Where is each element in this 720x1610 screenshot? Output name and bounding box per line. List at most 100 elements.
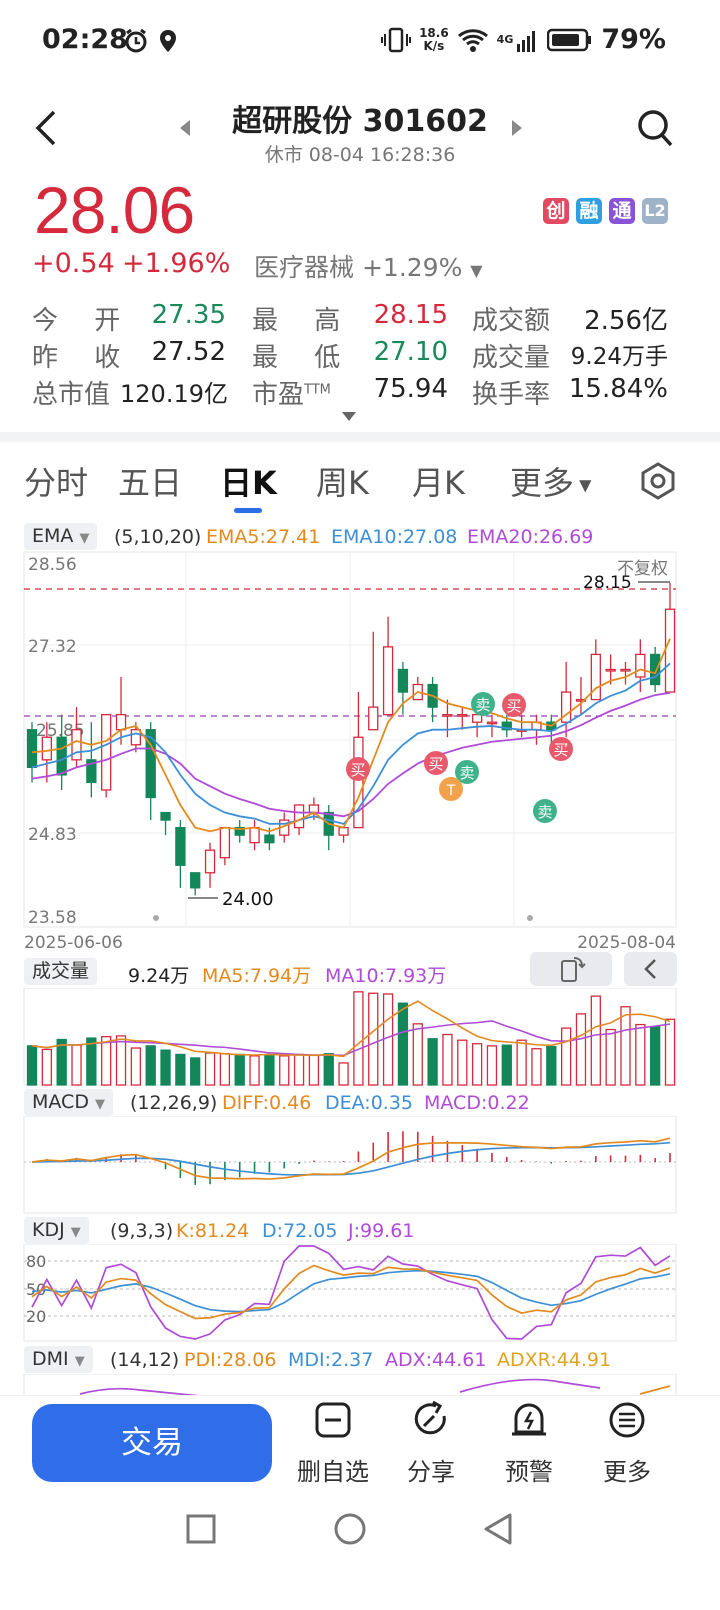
low-label: 最 低 bbox=[252, 343, 355, 373]
volume-bar bbox=[175, 1053, 186, 1086]
status-right: 18.6 K/s 4G 79% bbox=[381, 24, 666, 55]
back-nav-icon[interactable] bbox=[482, 1512, 514, 1546]
alert-button[interactable]: 预警 bbox=[484, 1400, 574, 1487]
amount-label: 成交额 bbox=[472, 306, 551, 336]
candle-body bbox=[26, 729, 38, 769]
candle-body bbox=[471, 714, 483, 723]
chevron-left-icon bbox=[644, 959, 656, 979]
candle-body bbox=[56, 736, 67, 776]
tab-weekly-k[interactable]: 周K bbox=[316, 464, 369, 502]
location-icon bbox=[160, 30, 176, 52]
kline-chart[interactable]: 28.56 27.32 24.83 23.58 25.85 不复权 28.15 … bbox=[0, 550, 720, 955]
rotate-button[interactable] bbox=[530, 952, 612, 986]
volume-bar bbox=[650, 1026, 661, 1086]
volume-bar bbox=[397, 1002, 409, 1086]
volume-value: 9.24万手 bbox=[570, 344, 668, 370]
volume-bar bbox=[664, 1018, 676, 1086]
volume-bar bbox=[323, 1053, 334, 1086]
recent-apps-icon[interactable] bbox=[186, 1514, 216, 1544]
volume-bar bbox=[471, 1043, 483, 1086]
search-icon[interactable] bbox=[636, 108, 674, 148]
kdj-chart[interactable]: 80 50 20 bbox=[0, 1244, 720, 1344]
share-button[interactable]: 分享 bbox=[386, 1400, 476, 1487]
candles bbox=[26, 582, 676, 896]
kdj-params: (9,3,3) bbox=[110, 1220, 174, 1242]
svg-text:卖: 卖 bbox=[475, 696, 490, 714]
network-type: 4G bbox=[496, 33, 514, 46]
dmi-mdi: MDI:2.37 bbox=[288, 1349, 374, 1371]
high-label: 最 高 bbox=[252, 306, 355, 336]
candle-body bbox=[486, 721, 498, 725]
trade-button[interactable]: 交易 bbox=[32, 1404, 272, 1482]
settings-icon[interactable] bbox=[640, 462, 676, 500]
kdj-legend: KDJ ▼ (9,3,3) K:81.24 D:72.05 J:99.61 bbox=[0, 1217, 720, 1245]
ema-selector[interactable]: EMA ▼ bbox=[24, 523, 98, 550]
volume-bar bbox=[457, 1039, 468, 1086]
volume-ma10-line bbox=[31, 1020, 671, 1057]
ema10-value: EMA10:27.08 bbox=[331, 526, 458, 548]
dmi-selector[interactable]: DMI ▼ bbox=[24, 1346, 93, 1373]
volume-bar bbox=[115, 1035, 127, 1086]
back-icon[interactable] bbox=[34, 110, 58, 146]
rotate-icon bbox=[561, 957, 586, 982]
macd-selector[interactable]: MACD ▼ bbox=[24, 1089, 114, 1116]
volume-selector[interactable]: 成交量 bbox=[24, 958, 98, 985]
volume-bar bbox=[338, 1062, 349, 1086]
candle-body bbox=[130, 729, 142, 746]
remove-watchlist-button[interactable]: 删自选 bbox=[288, 1400, 378, 1487]
kdj-level-80: 80 bbox=[26, 1252, 46, 1271]
buy-signal-marker: 买 bbox=[549, 737, 573, 761]
candle-body bbox=[115, 714, 127, 731]
ema-legend: EMA ▼ (5,10,20) EMA5:27.41 EMA10:27.08 E… bbox=[0, 523, 720, 553]
candle-body bbox=[160, 811, 171, 821]
candle-body bbox=[650, 653, 661, 686]
volume-bar bbox=[620, 1006, 631, 1086]
stats-grid[interactable]: 今 开 27.35 最 高 28.15 成交额 2.56亿 昨 收 27.52 … bbox=[0, 300, 720, 410]
tab-five-day[interactable]: 五日 bbox=[118, 464, 183, 502]
last-price: 28.06 bbox=[34, 173, 195, 247]
next-stock-icon[interactable] bbox=[510, 120, 522, 136]
tab-more[interactable]: 更多 ▼ bbox=[510, 464, 592, 502]
more-button[interactable]: 更多 bbox=[582, 1400, 672, 1487]
kdj-j-line bbox=[31, 1245, 671, 1340]
macd-chart[interactable] bbox=[0, 1116, 720, 1216]
volume-bar bbox=[516, 1039, 527, 1086]
open-label: 今 开 bbox=[32, 306, 135, 336]
expand-stats-icon[interactable] bbox=[342, 412, 358, 422]
tab-monthly-k[interactable]: 月K bbox=[412, 464, 465, 502]
volume-label: 成交量 bbox=[472, 343, 551, 373]
dmi-pdi-line bbox=[639, 1385, 671, 1395]
volume-bar bbox=[412, 1023, 423, 1086]
volume-bar bbox=[427, 1038, 438, 1086]
battery-level: 79% bbox=[601, 24, 666, 55]
candle-body bbox=[620, 668, 631, 672]
wifi-icon bbox=[457, 28, 488, 52]
kdj-k-line bbox=[31, 1264, 671, 1320]
signal-markers: 买 买 卖 T 卖 买 买 卖 bbox=[346, 692, 573, 823]
more-menu-icon bbox=[609, 1402, 645, 1438]
macd-legend: MACD ▼ (12,26,9) DIFF:0.46 DEA:0.35 MACD… bbox=[0, 1089, 720, 1117]
tab-intraday[interactable]: 分时 bbox=[24, 464, 89, 502]
volume-bar bbox=[605, 1028, 616, 1086]
candle-body bbox=[635, 653, 646, 678]
volume-bar bbox=[190, 1057, 201, 1086]
dmi-chart[interactable] bbox=[0, 1374, 720, 1396]
prev-stock-icon[interactable] bbox=[180, 120, 192, 136]
volume-bar bbox=[160, 1049, 171, 1086]
volume-bar bbox=[234, 1053, 245, 1086]
collapse-button[interactable] bbox=[624, 952, 677, 986]
sector-change[interactable]: 医疗器械 +1.29% ▼ bbox=[254, 253, 483, 282]
home-icon[interactable] bbox=[333, 1512, 367, 1546]
y-label-min: 23.58 bbox=[28, 908, 77, 928]
ema10-line bbox=[31, 662, 671, 825]
turnover-label: 换手率 bbox=[472, 380, 551, 410]
candle-body bbox=[560, 691, 572, 723]
kdj-selector[interactable]: KDJ ▼ bbox=[24, 1217, 89, 1244]
volume-bar bbox=[531, 1048, 542, 1086]
volume-legend: 成交量 9.24万 MA5:7.94万 MA10:7.93万 bbox=[0, 952, 720, 988]
svg-text:卖: 卖 bbox=[459, 764, 474, 782]
ema20-line bbox=[31, 691, 671, 818]
volume-bar bbox=[353, 991, 364, 1086]
volume-chart[interactable] bbox=[0, 988, 720, 1088]
tab-daily-k[interactable]: 日K bbox=[220, 464, 277, 502]
